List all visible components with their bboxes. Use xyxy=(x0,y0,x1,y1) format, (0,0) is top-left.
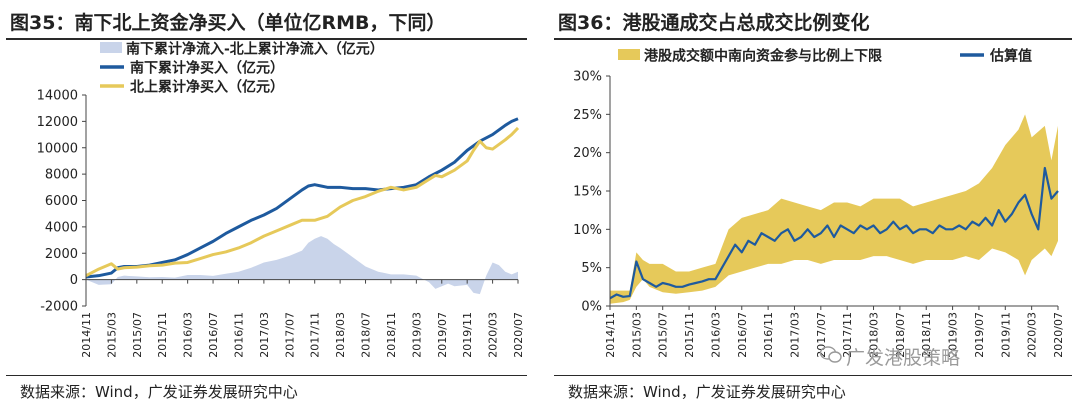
x-tick-label: 2017/07 xyxy=(815,312,828,358)
x-tick-label: 2015/03 xyxy=(630,312,643,358)
x-tick-label: 2019/11 xyxy=(461,312,474,358)
right-chart-svg: 0% 5% 10% 15% 20% 25% 30% 2014/11 2015/03 2015/07… xyxy=(573,48,1065,358)
y-tick-label: 10000 xyxy=(37,141,78,156)
x-tick-label: 2016/11 xyxy=(762,312,775,358)
x-tick-label: 2016/07 xyxy=(207,312,220,358)
legend-label: 南下累计净买入（亿元） xyxy=(130,60,284,77)
x-tick-label: 2018/07 xyxy=(360,312,373,358)
left-chart-svg: -2000 0 2000 4000 6000 8000 10000 12000 14000 201… xyxy=(37,41,525,358)
x-tick-label: 2016/03 xyxy=(182,312,195,358)
x-tick-label: 2018/03 xyxy=(868,312,881,358)
x-tick-label: 2014/11 xyxy=(80,312,93,358)
y-tick-label: 5% xyxy=(581,261,602,276)
y-tick-label: 30% xyxy=(573,70,602,85)
legend-swatch xyxy=(100,42,122,53)
left-chart-panel: 图35：南下北上资金净买入（单位亿RMB，下同） -2000 0 2000 4000 6… xyxy=(0,0,535,411)
x-tick-label: 2015/11 xyxy=(683,312,696,358)
legend-swatch xyxy=(618,49,640,60)
right-chart-title: 图36：港股通成交占总成交比例变化 xyxy=(558,12,870,34)
series-line-2 xyxy=(85,126,520,278)
left-title-divider xyxy=(6,38,527,40)
x-tick-label: 2016/11 xyxy=(232,312,245,358)
y-tick-label: 12000 xyxy=(37,115,78,130)
x-tick-label: 2015/07 xyxy=(657,312,670,358)
x-tick-label: 2017/11 xyxy=(309,312,322,358)
legend-label: 南下累计净流入-北上累计净流入（亿元） xyxy=(126,41,384,58)
x-tick-label: 2015/11 xyxy=(156,312,169,358)
x-tick-label: 2019/07 xyxy=(973,312,986,358)
x-tick-label: 2015/07 xyxy=(131,312,144,358)
right-chart-panel: 图36：港股通成交占总成交比例变化 0% 5% 10% 15% 20% 25% 30% 201… xyxy=(548,0,1080,411)
x-tick-label: 2016/03 xyxy=(709,312,722,358)
x-tick-label: 2018/03 xyxy=(334,312,347,358)
y-tick-label: 0 xyxy=(70,273,78,288)
y-tick-label: 14000 xyxy=(37,89,78,104)
series-line-1 xyxy=(609,166,1059,300)
legend-label: 估算值 xyxy=(989,48,1032,65)
x-tick-label: 2018/11 xyxy=(385,312,398,358)
y-tick-label: 4000 xyxy=(45,220,78,235)
series-band-range xyxy=(610,114,1058,304)
right-title-divider xyxy=(554,38,1072,40)
x-tick-label: 2018/11 xyxy=(920,312,933,358)
y-tick-label: 0% xyxy=(581,300,602,315)
x-tick-label: 2017/03 xyxy=(258,312,271,358)
y-tick-label: 8000 xyxy=(45,168,78,183)
wechat-icon xyxy=(819,346,842,363)
x-tick-label: 2020/07 xyxy=(512,312,525,358)
y-tick-label: -2000 xyxy=(40,300,78,315)
x-tick-label: 2017/07 xyxy=(283,312,296,358)
left-source-divider xyxy=(6,375,527,376)
right-source-divider xyxy=(554,375,1072,376)
y-tick-label: 10% xyxy=(573,223,602,238)
x-tick-label: 2020/07 xyxy=(1052,312,1065,358)
x-tick-label: 2015/03 xyxy=(105,312,118,358)
y-tick-label: 2000 xyxy=(45,247,78,262)
y-tick-label: 25% xyxy=(573,108,602,123)
x-tick-label: 2019/03 xyxy=(410,312,423,358)
legend-label: 北上累计净买入（亿元） xyxy=(130,79,284,96)
x-tick-label: 2019/03 xyxy=(947,312,960,358)
left-chart-title: 图35：南下北上资金净买入（单位亿RMB，下同） xyxy=(10,12,446,34)
left-source-note: 数据来源：Wind，广发证券发展研究中心 xyxy=(20,383,298,401)
x-tick-label: 2020/03 xyxy=(1026,312,1039,358)
x-tick-label: 2019/11 xyxy=(999,312,1012,358)
y-tick-label: 15% xyxy=(573,185,602,200)
y-tick-label: 20% xyxy=(573,146,602,161)
right-source-note: 数据来源：Wind，广发证券发展研究中心 xyxy=(568,383,846,401)
y-tick-label: 6000 xyxy=(45,194,78,209)
x-tick-label: 2018/07 xyxy=(894,312,907,358)
x-tick-label: 2019/07 xyxy=(436,312,449,358)
x-tick-label: 2014/11 xyxy=(604,312,617,358)
x-tick-label: 2020/03 xyxy=(487,312,500,358)
legend-label: 港股成交额中南向资金参与比例上下限 xyxy=(644,48,882,65)
x-tick-label: 2017/11 xyxy=(841,312,854,358)
watermark-text: 广发港股策略 xyxy=(846,347,961,369)
x-tick-label: 2017/03 xyxy=(788,312,801,358)
x-tick-label: 2016/07 xyxy=(736,312,749,358)
